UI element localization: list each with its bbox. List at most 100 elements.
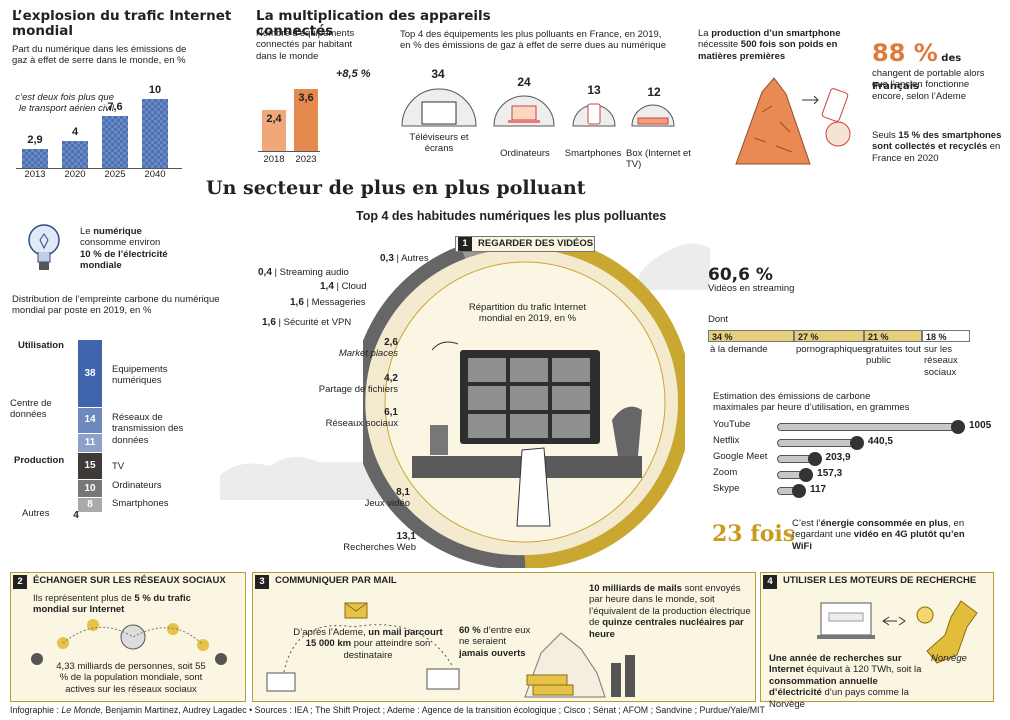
elec-c: consomme environ bbox=[80, 237, 161, 249]
explosion-axis bbox=[16, 168, 182, 169]
prod-d: 500 fois son poids en matières premières bbox=[698, 39, 838, 62]
emissions-bar-chart: YouTube 1005 Netflix 440,5 Google Meet 203,9 Z… bbox=[713, 419, 993, 500]
recycle-text: Seuls 15 % des smartphones sont collecté… bbox=[872, 130, 1004, 164]
emissions-category: Zoom bbox=[713, 467, 738, 478]
mail-b: un mail parcourt 15 000 km bbox=[305, 627, 443, 650]
search-a: Une année de recherches bbox=[769, 653, 887, 664]
traffic-label: 1,6 | Messageries bbox=[290, 297, 366, 308]
social-network-icon bbox=[31, 619, 227, 665]
pct-88-bold: des Français bbox=[872, 53, 962, 92]
elec-b: numérique bbox=[93, 226, 142, 237]
traffic-label-value: 2,6 bbox=[384, 337, 398, 348]
explosion-bar-category: 2013 bbox=[24, 169, 46, 181]
equip-tv-value: 34 bbox=[431, 67, 445, 81]
panel-search-num: 4 bbox=[763, 575, 777, 589]
equip-phone-value: 13 bbox=[587, 83, 601, 97]
video-share-label: pornographiques bbox=[796, 344, 868, 355]
elec-d: 10 % de l’électricité mondiale bbox=[80, 248, 168, 272]
traffic-label-value: 0,4 bbox=[258, 267, 272, 278]
traffic-label: 8,1 Jeux vidéo bbox=[290, 487, 410, 509]
video-tag-box: 1 REGARDER DES VIDÉOS bbox=[455, 236, 595, 252]
norway-label: Norvège bbox=[931, 653, 967, 664]
credits: Infographie : Le Monde, Benjamin Martine… bbox=[10, 705, 765, 715]
mail-route-text: D’après l’Ademe, un mail parcourt 15 000… bbox=[293, 627, 443, 661]
dist-segment: 14 bbox=[78, 408, 102, 433]
video-share-label: à la demande bbox=[710, 344, 768, 355]
elec-a: Le bbox=[80, 226, 94, 237]
fois-c: , en regardant une bbox=[792, 518, 965, 541]
equipment-subtitle: Top 4 des équipements les plus polluants… bbox=[400, 29, 666, 52]
traffic-label-value: 13,1 bbox=[396, 531, 416, 542]
equip-box-value: 12 bbox=[647, 85, 661, 99]
traffic-labels: 0,3 | Autres 0,4 | Streaming audio 1,4 | C… bbox=[250, 245, 429, 565]
panel-mail-title: COMMUNIQUER PAR MAIL bbox=[275, 575, 397, 586]
dist-segment: 11 bbox=[78, 433, 102, 453]
dist-segment: 8 bbox=[78, 498, 102, 512]
devices-subtitle: Nombre d’équipements connectés par habit… bbox=[256, 28, 355, 62]
equip-pc-label: Ordinateurs bbox=[500, 148, 550, 159]
video-tag-label: REGARDER DES VIDÉOS bbox=[478, 238, 594, 249]
prod-a: La bbox=[698, 28, 712, 39]
panel-social: 2 ÉCHANGER SUR LES RÉSEAUX SOCIAUX Ils r… bbox=[10, 572, 246, 702]
emissions-bar-dot bbox=[951, 420, 965, 434]
traffic-label-text: Réseaux sociaux bbox=[325, 417, 398, 429]
traffic-label: 13,1 Recherches Web bbox=[296, 531, 416, 553]
video-share-cell: 18 % bbox=[922, 330, 970, 342]
panel-social-text: Ils représentent plus de 5 % du trafic m… bbox=[33, 593, 223, 616]
circle-inner-text: Répartition du trafic Internet mondial e… bbox=[468, 302, 587, 325]
dist-legend-3: Ordinateurs bbox=[112, 480, 162, 491]
traffic-label-text: Sécurité et VPN bbox=[283, 317, 352, 328]
explosion-note: c’est deux fois plus que le transport aé… bbox=[15, 92, 114, 115]
mail-c: pour atteindre son destinataire bbox=[343, 638, 431, 661]
emissions-bar-dot bbox=[849, 436, 864, 450]
social-a: Ils représentent plus de bbox=[33, 593, 135, 604]
router-icon bbox=[631, 104, 675, 127]
equip-phone-label: Smartphones bbox=[564, 148, 622, 159]
mail-d: 60 % bbox=[459, 625, 481, 636]
pct-88: 88 % des Français bbox=[872, 39, 1010, 95]
fois-d: vidéo en 4G plutôt qu’en WiFi bbox=[792, 529, 965, 552]
panel-search-text: Une année de recherches sur Internet équ… bbox=[769, 653, 929, 710]
equipment-domes: 34 Téléviseurs et écrans 24 Ordinateurs … bbox=[398, 67, 698, 178]
lightbulb-icon bbox=[28, 224, 60, 270]
prod-c: nécessite bbox=[698, 39, 741, 51]
search-norway-icon bbox=[817, 600, 978, 664]
traffic-label-text: Partage de fichiers bbox=[318, 383, 398, 395]
traffic-label-text: Market places bbox=[338, 347, 398, 359]
laptop-icon bbox=[493, 95, 555, 127]
video-breakdown: 34 % à la demande 27 % pornographiques 21 % g… bbox=[708, 330, 970, 378]
devices-bar bbox=[294, 89, 318, 152]
prod-b: production d’un smartphone bbox=[711, 28, 841, 39]
emissions-value: 1005 bbox=[969, 420, 992, 431]
emissions-value: 117 bbox=[809, 484, 827, 495]
explosion-bar-value: 2,9 bbox=[27, 134, 43, 147]
explosion-bar bbox=[102, 115, 128, 169]
video-streaming-value: 60,6 % bbox=[708, 265, 773, 285]
emissions-bar bbox=[777, 439, 856, 447]
devices-growth: +8,5 % bbox=[336, 68, 371, 80]
traffic-label-value: 1,6 bbox=[290, 297, 304, 308]
panel-mail: 3 COMMUNIQUER PAR MAIL D’après l’Ademe, … bbox=[252, 572, 756, 702]
mail-j: par heure bbox=[589, 617, 744, 640]
recycle-a: Seuls bbox=[872, 130, 899, 141]
explosion-bar bbox=[62, 141, 88, 169]
emissions-value: 203,9 bbox=[825, 452, 851, 463]
explosion-bar bbox=[142, 99, 168, 169]
traffic-label: 4,2 Partage de fichiers bbox=[278, 373, 398, 395]
video-streaming-label: Vidéos en streaming bbox=[708, 283, 795, 294]
fois-a: C’est l’ bbox=[792, 518, 821, 529]
traffic-label-value: 1,6 bbox=[262, 317, 276, 328]
traffic-label-text: Streaming audio bbox=[279, 267, 349, 278]
explosion-bar-chart: 2,9 2013 4 2020 7,6 2025 10 2040 bbox=[16, 84, 182, 181]
search-d: consommation annuelle d’électricité bbox=[769, 675, 878, 699]
mail-a: D’après l’Ademe, bbox=[293, 627, 369, 638]
group-centre: Centre de données bbox=[10, 398, 52, 421]
devices-bar-value: 2,4 bbox=[266, 113, 282, 126]
traffic-label-value: 4,2 bbox=[384, 373, 398, 384]
smartphone-production-text: La production d’un smartphone nécessite … bbox=[698, 28, 848, 62]
distribution-title: Distribution de l’empreinte carbone du n… bbox=[12, 294, 220, 317]
fois-b: énergie consommée en plus bbox=[820, 518, 949, 529]
traffic-label-value: 1,4 bbox=[320, 281, 334, 292]
mail-i: quinze centrales nucléaires bbox=[602, 617, 727, 629]
video-share-cell: 34 % bbox=[708, 330, 794, 342]
